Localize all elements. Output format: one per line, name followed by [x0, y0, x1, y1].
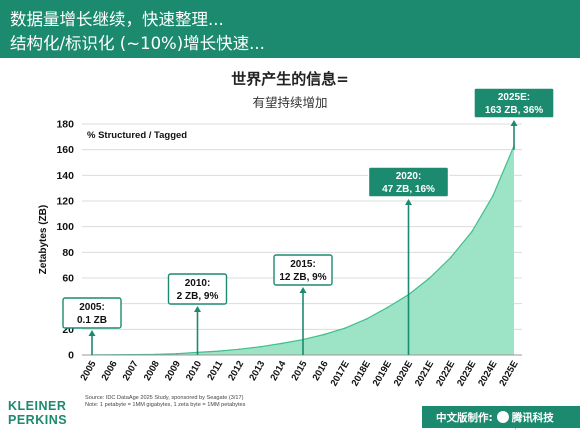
- brand-logo-line2: PERKINS: [8, 413, 68, 427]
- annotation-label-line1: 2015:: [290, 259, 316, 270]
- x-tick-label: 2011: [205, 358, 225, 382]
- x-tick-label: 2017E: [329, 359, 352, 388]
- x-tick-label: 2014: [268, 358, 288, 382]
- data-point: [386, 306, 389, 309]
- x-tick-label: 2018E: [350, 359, 373, 388]
- arrow-head: [194, 306, 201, 312]
- x-tick-label: 2006: [100, 359, 120, 383]
- chart-title: 世界产生的信息=: [231, 70, 349, 88]
- arrow-head: [510, 120, 518, 126]
- slide-header: 数据量增长继续，快速整理... 结构化/标识化 (~10%)增长快速...: [0, 0, 580, 58]
- series-label: % Structured / Tagged: [87, 130, 187, 141]
- x-tick-label: 2007: [121, 359, 141, 383]
- brand-logo-line1: KLEINER: [8, 399, 67, 413]
- data-point: [260, 345, 262, 348]
- y-tick-label: 160: [56, 144, 74, 156]
- x-tick-label: 2010: [184, 359, 204, 383]
- x-tick-label: 2019E: [371, 359, 394, 388]
- annotation-label-line2: 0.1 ZB: [77, 315, 107, 326]
- data-point: [238, 348, 241, 351]
- source-note: Source: IDC DataAge 2025 Study, sponsore…: [85, 395, 245, 409]
- annotation-box: [167, 273, 228, 305]
- header-title-line1: 数据量增长继续，快速整理...: [10, 10, 224, 29]
- arrow-head: [405, 199, 412, 205]
- annotation-label-line2: 47 ZB, 16%: [382, 184, 435, 195]
- source-line: Source: IDC DataAge 2025 Study, sponsore…: [85, 395, 244, 401]
- x-tick-label: 2021E: [413, 359, 436, 388]
- page-footer: KP INTERNET TRENDS 2017 | PAGE 132: [432, 424, 546, 430]
- data-point: [344, 327, 347, 329]
- y-tick-label: 0: [68, 350, 74, 362]
- data-point: [449, 256, 452, 259]
- x-tick-label: 2016: [311, 359, 331, 383]
- x-tick-label: 2015: [290, 358, 310, 382]
- data-point: [492, 195, 494, 197]
- annotation-label-line1: 2020:: [396, 171, 422, 182]
- y-tick-label: 120: [56, 196, 74, 208]
- y-tick-label: 20: [62, 324, 74, 336]
- annotation-label-line2: 2 ZB, 9%: [177, 291, 219, 302]
- header-title-line2: 结构化/标识化 (~10%)增长快速...: [10, 34, 265, 53]
- annotation-label-line2: 163 ZB, 36%: [485, 105, 543, 116]
- x-tick-label: 2005: [79, 358, 99, 382]
- y-tick-label: 180: [56, 119, 74, 131]
- arrow-head: [88, 330, 96, 336]
- note-line: Note: 1 petabyte = 1MM gigabytes, 1 zeta…: [85, 402, 246, 408]
- tencent-logo-icon: [496, 411, 509, 423]
- annotation-box: [62, 297, 122, 329]
- data-point: [471, 231, 473, 233]
- y-tick-label: 140: [56, 170, 74, 182]
- data-point: [281, 342, 283, 345]
- annotation-box: [367, 166, 450, 198]
- translator-credit-bar: 中文版制作: 腾讯科技: [422, 406, 580, 428]
- x-tick-label: 2008: [142, 359, 162, 383]
- annotation-label-line2: 12 ZB, 9%: [279, 272, 326, 283]
- arrow-head: [299, 287, 307, 293]
- x-tick-label: 2022E: [434, 359, 457, 388]
- data-point: [323, 333, 325, 336]
- data-point: [175, 352, 178, 355]
- annotation-box: [473, 87, 555, 119]
- x-tick-label: 2013: [247, 359, 267, 383]
- x-tick-label: 2012: [226, 359, 246, 383]
- chart-subtitle: 有望持续增加: [252, 95, 328, 110]
- x-tick-label: 2025E: [497, 359, 520, 388]
- x-tick-label: 2023E: [455, 359, 478, 388]
- x-tick-label: 2009: [163, 359, 183, 383]
- annotation-box: [273, 254, 333, 286]
- y-tick-label: 60: [62, 273, 74, 285]
- y-tick-label: 100: [56, 221, 74, 233]
- y-tick-label: 80: [62, 247, 74, 259]
- x-tick-label: 2020E: [392, 359, 415, 388]
- data-point: [217, 350, 220, 352]
- x-tick-label: 2024E: [476, 359, 499, 388]
- data-point: [428, 277, 431, 279]
- annotation-label-line1: 2005:: [79, 302, 105, 313]
- data-point: [365, 318, 368, 320]
- annotation-label-line1: 2025E:: [498, 92, 530, 103]
- y-axis-title: Zetabytes (ZB): [38, 205, 49, 274]
- credit-logo-text: 腾讯科技: [511, 412, 554, 424]
- credit-label: 中文版制作:: [436, 412, 493, 424]
- annotation-label-line1: 2010:: [185, 278, 211, 289]
